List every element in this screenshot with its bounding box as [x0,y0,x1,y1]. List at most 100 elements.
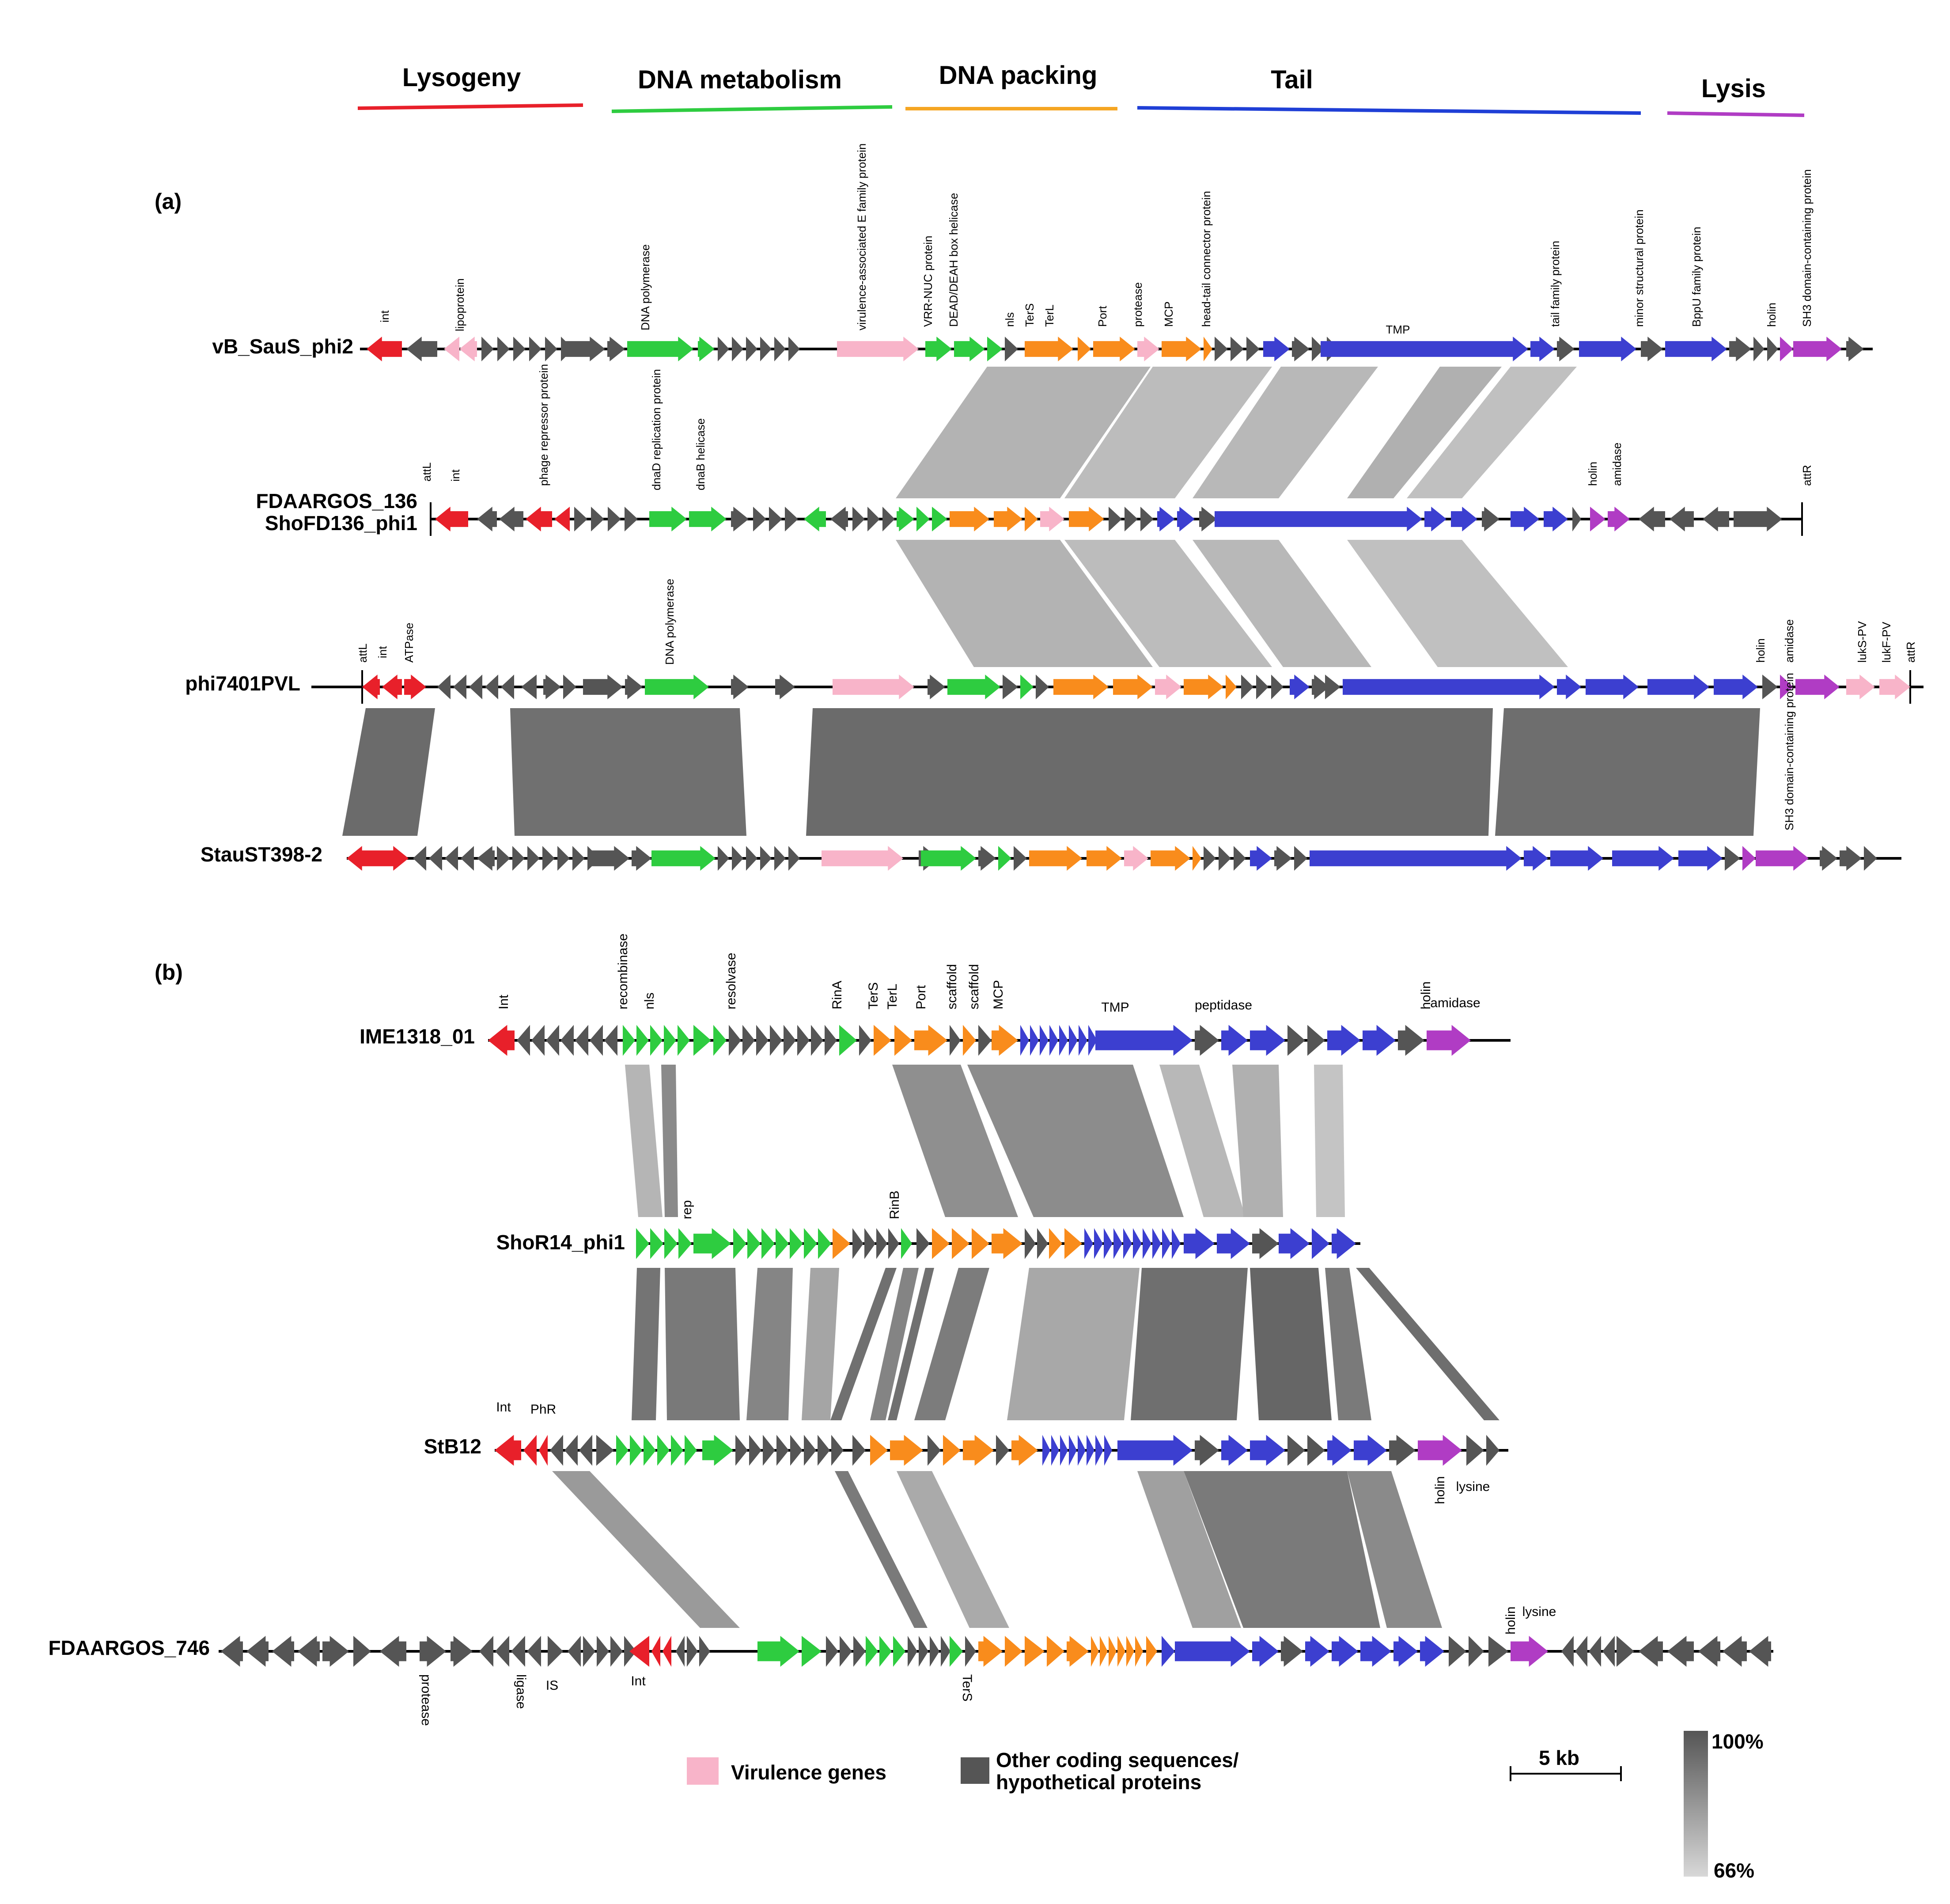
gene-arrow [575,1025,588,1056]
gene-arrow [732,846,743,871]
gene-label: virulence-associated E family protein [855,144,868,330]
synteny-band [1131,1268,1248,1420]
gene-arrow [746,846,757,871]
synteny-bands-b [552,1065,1499,1628]
gene-arrow [636,1025,649,1056]
gene-arrow [1030,1025,1039,1056]
gene-arrow [1612,846,1674,871]
gene-arrow [1095,1435,1103,1466]
category-lysis-bar [1667,111,1805,117]
annotations-stb12: Int PhR holin lysine [496,1400,1490,1504]
gene-label: RinB [887,1191,902,1219]
gene-arrow [1157,507,1175,531]
gene-arrow [1579,337,1636,361]
gene-arrow [826,1636,838,1667]
gene-arrow [590,1025,603,1056]
gene-arrow [928,1435,941,1466]
panel-b-label: (b) [155,960,183,985]
gene-arrow [1215,337,1228,361]
gene-arrow [1292,337,1310,361]
gene-arrow [1040,1025,1049,1056]
gene-arrow [435,507,468,531]
gene-arrow [687,1636,698,1667]
gene-arrow [565,337,605,361]
gene-arrow [678,1228,692,1259]
synteny-band [1495,708,1760,836]
gene-arrow [1451,507,1477,531]
gene-arrow [1420,1636,1444,1667]
gene-arrow [1250,1435,1285,1466]
gene-label: attL [356,644,369,663]
gene-label: MCP [991,980,1006,1009]
gene-arrow [774,846,786,871]
gene-arrow [564,1435,578,1466]
gene-label: lukF-PV [1880,622,1893,663]
synteny-band [552,1471,740,1628]
gene-arrow [992,1025,1018,1056]
synteny-band [1407,367,1577,498]
gene-arrow [763,1435,775,1466]
gene-arrow [1590,507,1605,531]
gene-arrow [1846,675,1875,699]
synteny-band [1314,1065,1345,1217]
gene-arrow [1152,1228,1161,1259]
gene-arrow [928,675,945,699]
gene-arrow [788,337,800,361]
gene-arrow [554,507,570,531]
gene-label: ATPase [402,622,416,663]
gene-arrow [623,1025,635,1056]
category-tail-label: Tail [1271,65,1313,94]
gene-arrow [1294,846,1307,871]
gene-arrow [539,1435,548,1466]
gene-arrow [1078,337,1091,361]
gene-arrow [453,675,466,699]
gene-arrow [347,846,386,871]
gene-arrow [1469,1636,1484,1667]
gene-arrow [664,1228,678,1259]
gene-arrow [583,1636,595,1667]
gene-arrow [1117,1435,1193,1466]
gene-arrow [1312,1228,1329,1259]
gene-arrow [1250,846,1272,871]
gene-arrow [1049,1228,1062,1259]
gene-arrow [1221,1025,1248,1056]
category-tail-bar [1137,106,1641,115]
synteny-band [1184,1471,1380,1628]
synteny-band [746,1268,793,1420]
gene-label: DNA polymerase [663,579,676,665]
gene-arrow [757,1636,799,1667]
gene-arrow [298,1636,320,1667]
gene-label: RinA [830,981,844,1009]
gene-arrow [908,1636,917,1667]
gene-arrow [625,675,643,699]
gene-label: Port [1096,306,1109,327]
gene-arrow [678,1025,690,1056]
gene-arrow [770,1025,782,1056]
gene-arrow [1762,675,1778,699]
gene-label: holin [1433,1476,1447,1504]
gene-arrow [685,1435,697,1466]
gene-arrow [1246,337,1260,361]
gene-arrow [894,1025,912,1056]
gene-arrow [731,675,749,699]
legend-virulence-label: Virulence genes [731,1761,886,1784]
gene-arrow [1241,675,1253,699]
gene-arrow [1550,846,1603,871]
gene-arrow [1217,1228,1250,1259]
gene-label: peptidase [1195,998,1252,1013]
gene-label: amidase [1610,443,1624,486]
gene-arrow [776,1228,789,1259]
gene-arrow [1135,1636,1143,1667]
gene-arrow [1864,846,1877,871]
gene-arrow [1250,1025,1285,1056]
gene-arrow [1820,846,1837,871]
gene-arrow [1271,675,1284,699]
gene-arrow [1025,507,1038,531]
gene-arrow [1256,675,1268,699]
gene-arrow [785,507,798,531]
gene-arrow [523,1435,537,1466]
gene-arrow [542,846,555,871]
gene-arrow [760,846,772,871]
gene-arrow [1084,1228,1093,1259]
gene-arrow [382,675,402,699]
